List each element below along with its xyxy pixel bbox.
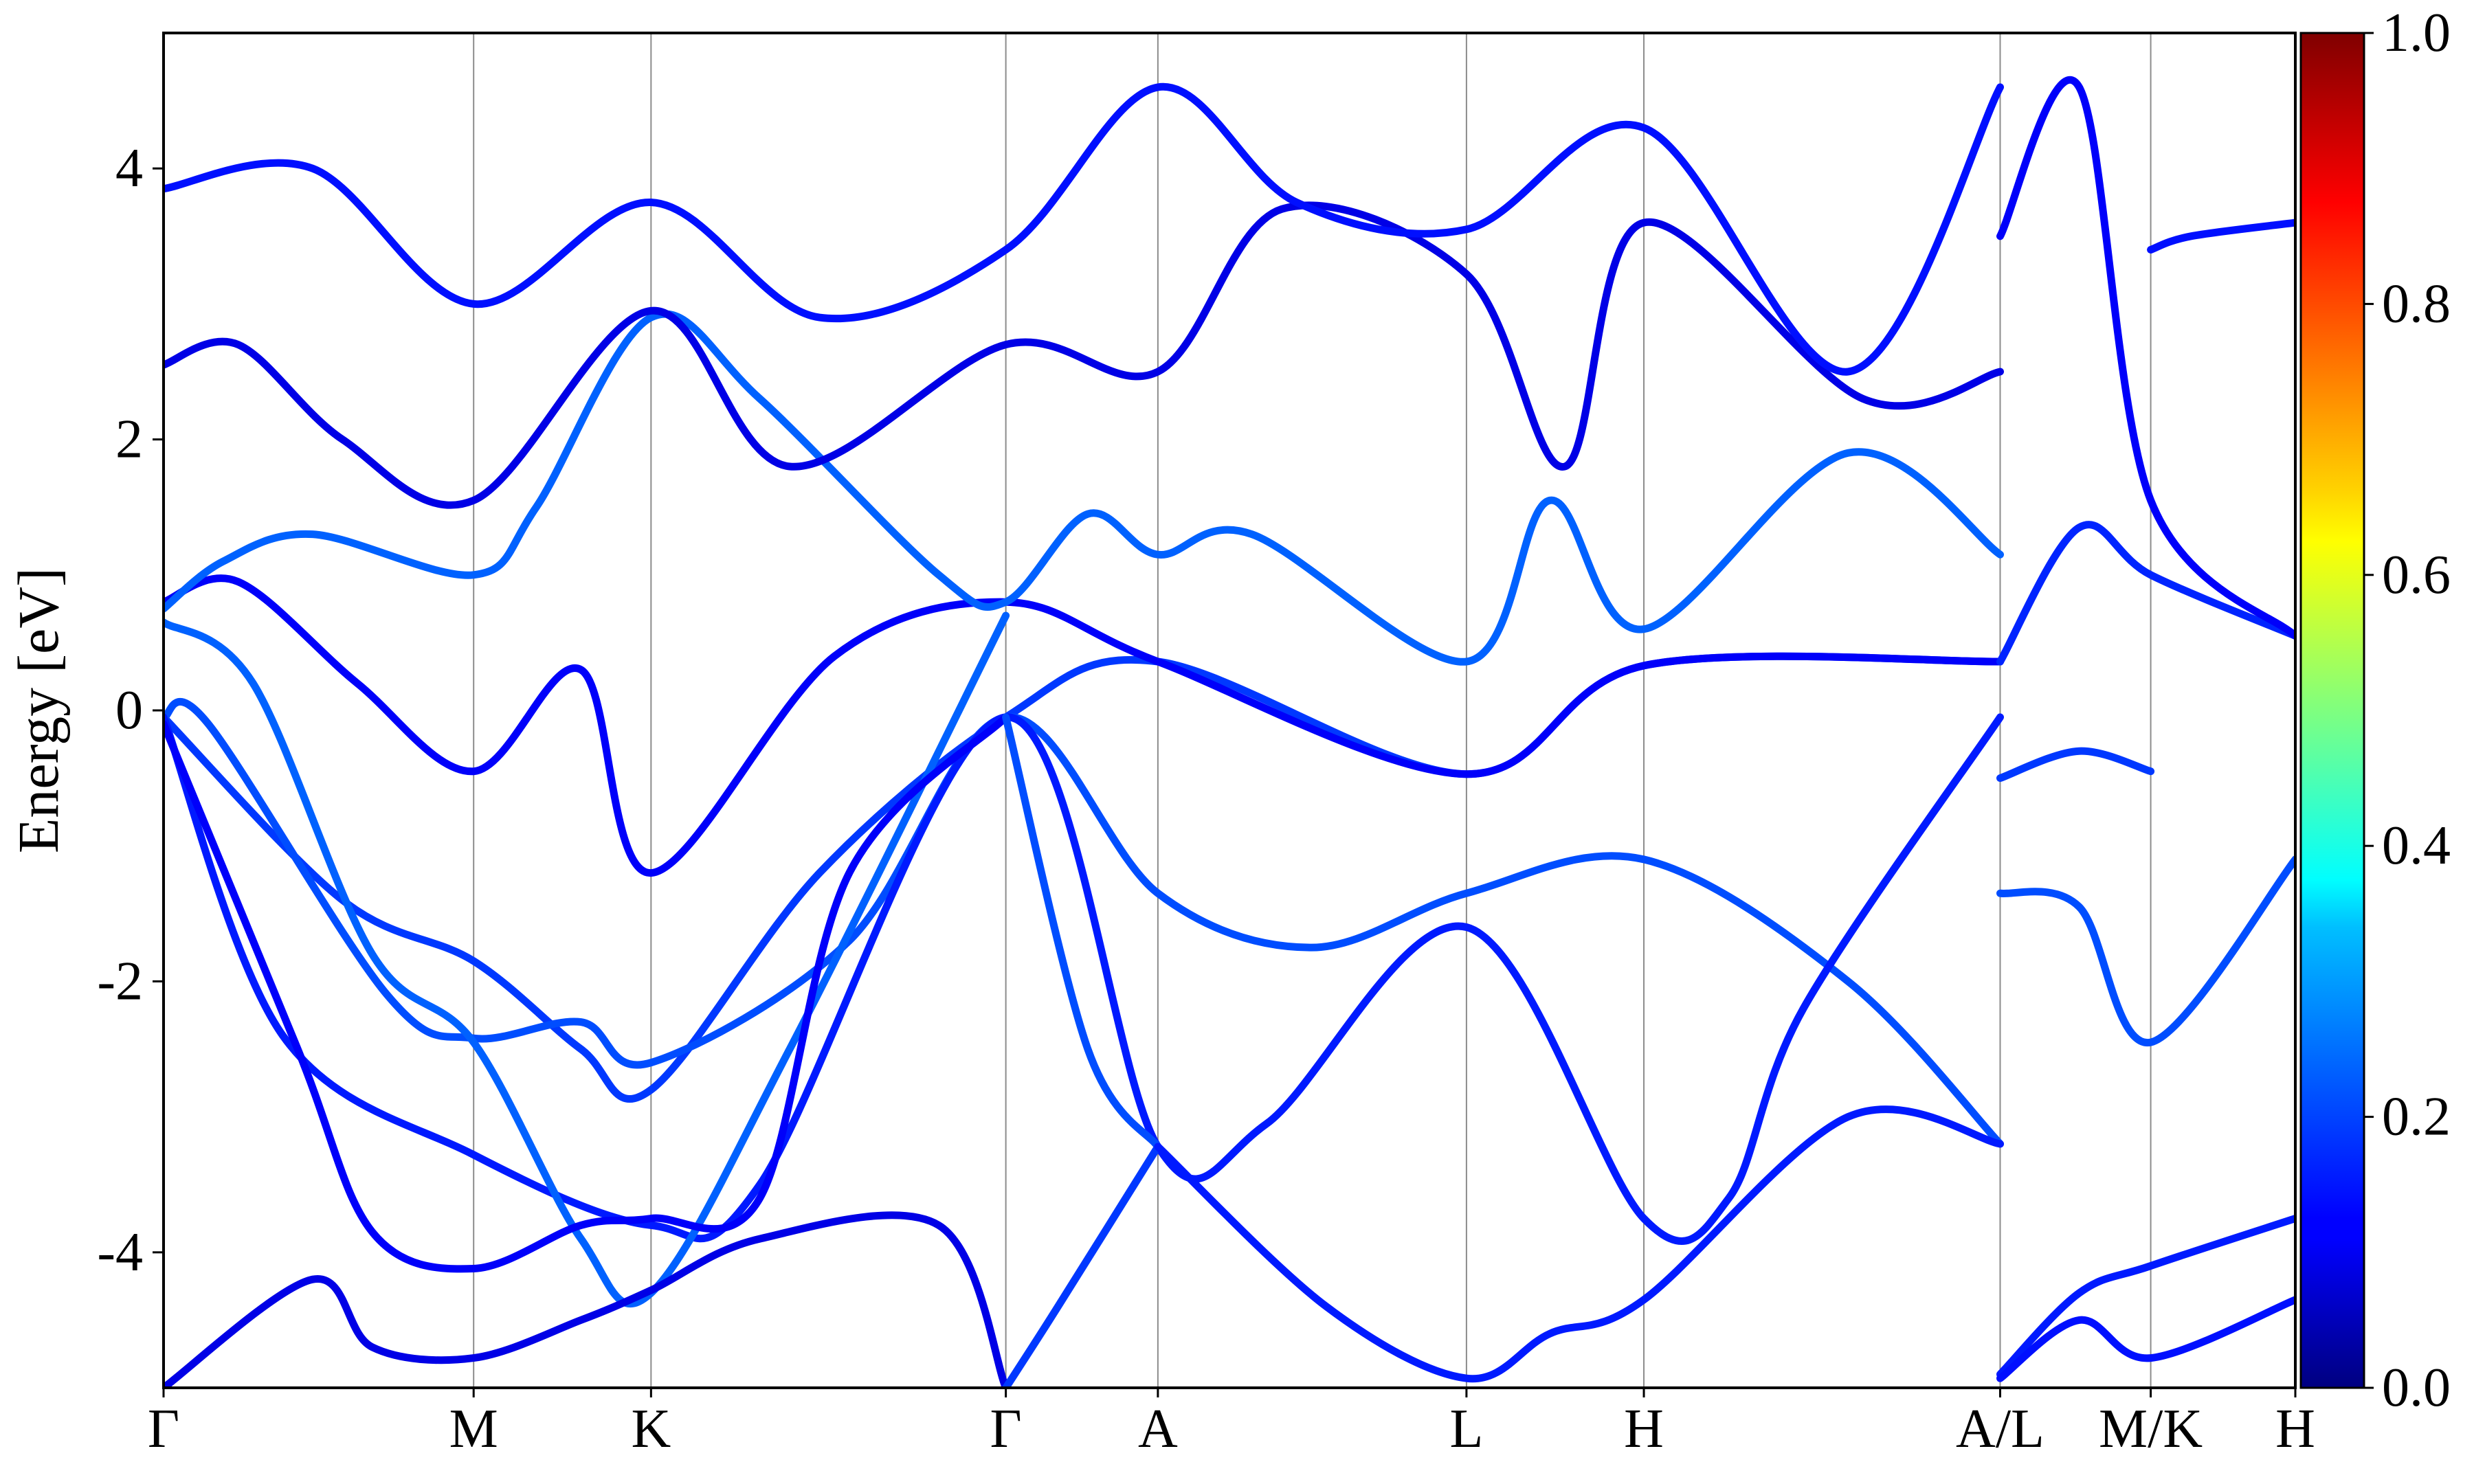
band-line [1996, 1215, 2295, 1378]
band-line [1002, 1143, 1162, 1388]
colorbar-ticks: 0.0 0.2 0.4 0.6 0.8 1.0 [2364, 3, 2451, 1418]
band-line [1002, 713, 1162, 1151]
x-tick-label: H [1624, 1399, 1664, 1459]
colorbar-tick-label: 0.8 [2382, 273, 2451, 334]
band-line [164, 1211, 1010, 1388]
band-line [1996, 1296, 2295, 1382]
x-tick-label: K [631, 1399, 671, 1459]
x-tick-label: L [1449, 1399, 1483, 1459]
band-line [1996, 76, 2295, 640]
band-line [164, 697, 2004, 1148]
x-tick-label: M [449, 1399, 498, 1459]
y-tick-label: -4 [97, 1222, 143, 1283]
band-line [164, 82, 2004, 376]
band-lines [164, 76, 2295, 1388]
colorbar-tick-label: 0.6 [2382, 545, 2451, 605]
plot-frame [162, 32, 2297, 1389]
band-line [1996, 747, 2155, 783]
band-line [2147, 218, 2295, 254]
colorbar-tick-label: 0.4 [2382, 816, 2451, 876]
band-line [164, 574, 2004, 877]
y-ticks: -4 -2 0 2 4 [97, 138, 164, 1283]
x-tick-label: A [1138, 1399, 1178, 1459]
colorbar-tick-label: 1.0 [2382, 3, 2451, 63]
y-axis-label: Energy [eV] [7, 567, 71, 853]
x-tick-label: Γ [148, 1399, 179, 1459]
band-line [164, 310, 2004, 666]
colorbar-tick-label: 0.2 [2382, 1087, 2451, 1147]
colorbar [2299, 32, 2365, 1389]
x-tick-label: Γ [990, 1399, 1021, 1459]
y-tick-label: 4 [115, 138, 143, 199]
y-tick-label: 2 [115, 409, 143, 470]
x-tick-label: A/L [1956, 1399, 2044, 1459]
y-tick-label: 0 [115, 680, 143, 741]
band-line [164, 201, 2004, 509]
colorbar-tick-label: 0.0 [2382, 1358, 2451, 1418]
band-line [1996, 521, 2295, 666]
band-line [1996, 855, 2295, 1046]
high-symmetry-lines [473, 33, 2152, 1388]
x-tick-label: M/K [2099, 1399, 2203, 1459]
y-tick-label: -2 [97, 951, 143, 1011]
x-tick-labels: Γ M K Γ A L H A/L M/K H [148, 1388, 2315, 1459]
band-line [1154, 1105, 2004, 1383]
x-tick-label: H [2275, 1399, 2315, 1459]
band-line [164, 713, 1010, 1273]
band-line [164, 611, 1010, 1307]
band-line [164, 713, 2004, 1245]
